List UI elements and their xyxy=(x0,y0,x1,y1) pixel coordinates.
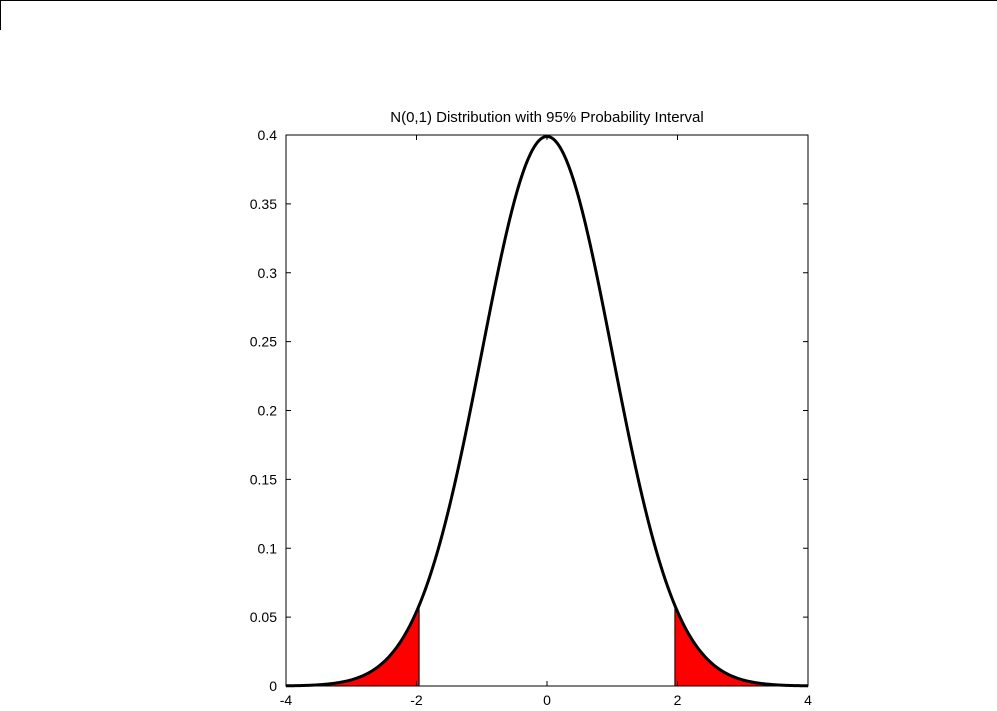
y-tick-label: 0.25 xyxy=(250,334,277,350)
y-tick-label: 0.35 xyxy=(250,196,277,212)
x-tick-label: 4 xyxy=(804,692,812,708)
window-frame-left-border xyxy=(0,0,1,30)
axis-ticks xyxy=(285,134,809,687)
y-tick-label: 0 xyxy=(269,678,277,694)
chart-title: N(0,1) Distribution with 95% Probability… xyxy=(390,109,703,126)
x-tick-label: -2 xyxy=(410,692,423,708)
y-tick-label: 0.3 xyxy=(258,265,278,281)
y-tick-label: 0.4 xyxy=(258,127,278,143)
y-tick-label: 0.15 xyxy=(250,471,277,487)
plot-area-border xyxy=(285,134,809,687)
normal-pdf-curve xyxy=(285,134,809,688)
axes-box xyxy=(285,134,809,687)
pdf-curve-layer xyxy=(285,134,809,688)
x-tick-label: 2 xyxy=(674,692,682,708)
window-frame-top-border xyxy=(0,0,997,1)
axis-tick-labels: -4 -2 0 2 4 0 0.05 0.1 0.15 0.2 0.25 0.3 0.35 0.4 xyxy=(250,127,812,708)
x-tick-label: 0 xyxy=(543,692,551,708)
y-tick-label: 0.05 xyxy=(250,609,277,625)
y-tick-label: 0.2 xyxy=(258,403,278,419)
x-tick-label: -4 xyxy=(280,692,293,708)
y-tick-label: 0.1 xyxy=(258,540,278,556)
